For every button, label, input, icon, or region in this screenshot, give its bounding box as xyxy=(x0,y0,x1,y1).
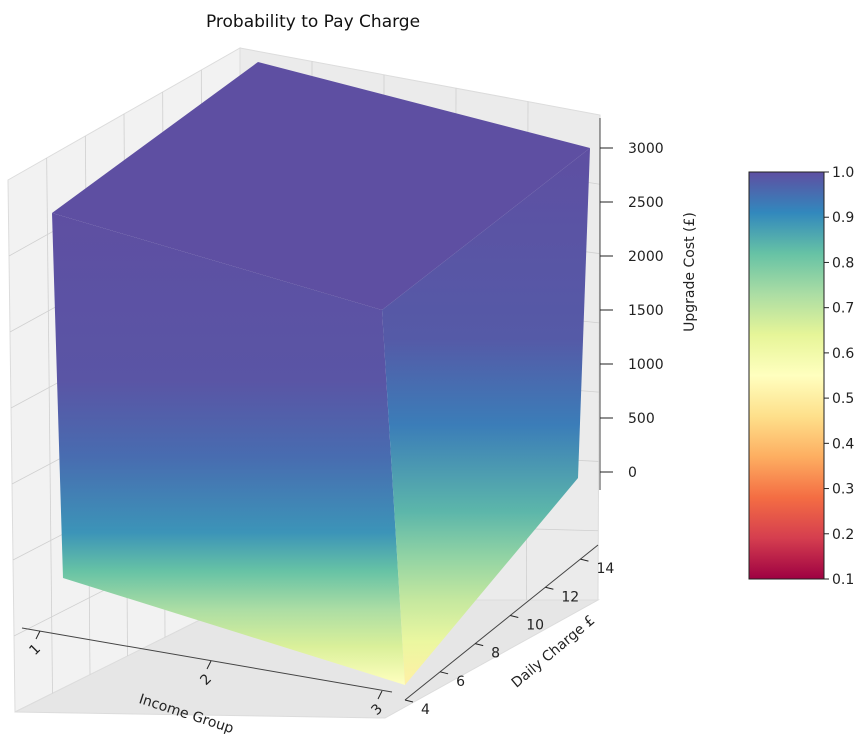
colorbar-tick-label: 0.7 xyxy=(832,301,854,317)
z-tick-label: 1000 xyxy=(628,357,664,373)
colorbar-tick-label: 0.3 xyxy=(832,482,854,498)
y-axis-ticks: 4 6 8 10 12 14 xyxy=(404,544,614,718)
z-axis-label: Upgrade Cost (£) xyxy=(682,212,698,332)
grid-line xyxy=(46,157,53,694)
y-tick-mark xyxy=(475,643,484,647)
x-tick-mark xyxy=(35,630,41,640)
colorbar-tick-label: 0.1 xyxy=(832,572,854,588)
z-tick-label: 0 xyxy=(628,465,637,481)
x-tick-mark xyxy=(377,690,383,700)
x-tick-mark xyxy=(206,660,212,670)
colorbar-tick-label: 0.4 xyxy=(832,436,854,452)
z-tick-label: 2000 xyxy=(628,249,664,265)
colorbar-tick-label: 0.9 xyxy=(832,210,854,226)
y-tick-label: 8 xyxy=(491,646,500,662)
y-tick-mark xyxy=(439,671,449,675)
top-face xyxy=(52,62,590,310)
colorbar-tick-label: 1.0 xyxy=(832,165,854,181)
x-axis-line xyxy=(21,627,393,693)
side-face xyxy=(382,148,590,685)
y-tick-mark xyxy=(404,699,414,703)
y-tick-label: 14 xyxy=(596,561,614,577)
y-tick-label: 4 xyxy=(421,702,430,718)
colorbar-ticks: 0.1 0.2 0.3 0.4 0.5 0.6 0.7 0.8 0.9 1.0 xyxy=(824,165,854,588)
colorbar-tick-label: 0.8 xyxy=(832,255,854,271)
colorbar-tick-label: 0.5 xyxy=(832,391,854,407)
y-tick-label: 6 xyxy=(456,674,465,690)
colorbar-gradient xyxy=(748,171,825,580)
z-axis-ticks: 0 500 1000 1500 2000 2500 3000 xyxy=(599,118,664,490)
z-tick-label: 500 xyxy=(628,411,655,427)
y-axis-line xyxy=(404,544,599,701)
z-tick-label: 1500 xyxy=(628,303,664,319)
front-face xyxy=(52,213,405,685)
y-tick-mark xyxy=(545,586,554,590)
y-tick-mark xyxy=(510,614,519,618)
z-tick-label: 3000 xyxy=(628,141,664,157)
y-tick-label: 10 xyxy=(526,617,544,633)
y-tick-mark xyxy=(580,558,589,562)
chart-title: Probability to Pay Charge xyxy=(206,12,420,32)
y-tick-label: 12 xyxy=(561,589,579,605)
colorbar-tick-label: 0.6 xyxy=(832,346,854,362)
colorbar-tick-label: 0.2 xyxy=(832,527,854,543)
z-tick-label: 2500 xyxy=(628,195,664,211)
colorbar: 0.1 0.2 0.3 0.4 0.5 0.6 0.7 0.8 0.9 1.0 xyxy=(748,165,854,588)
data-surface xyxy=(52,62,590,685)
